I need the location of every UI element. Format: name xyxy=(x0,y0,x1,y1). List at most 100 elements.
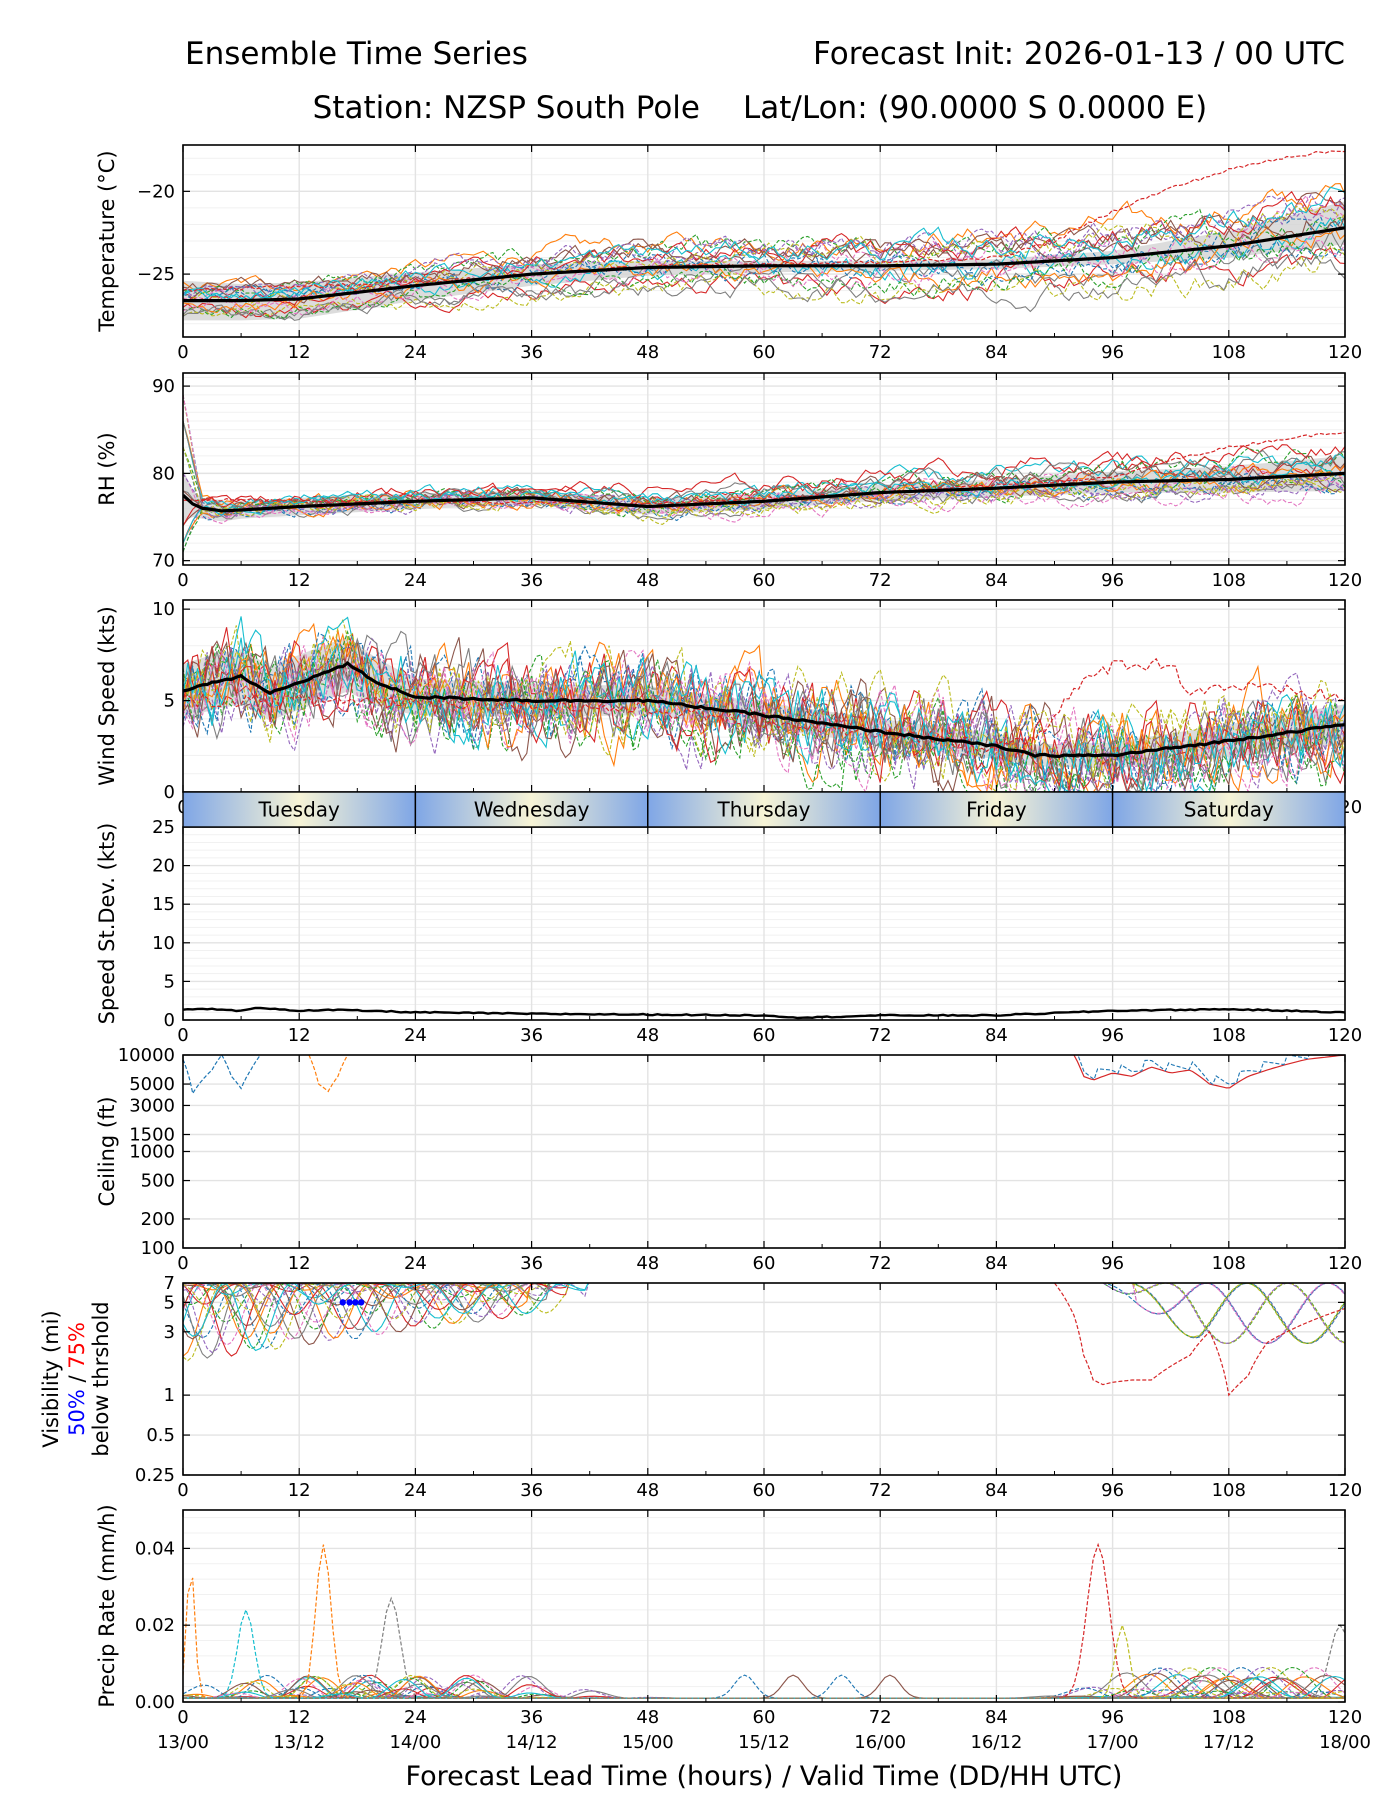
x-tick-label: 60 xyxy=(753,1025,776,1046)
x-tick-label: 12 xyxy=(288,342,311,363)
y-tick-label: 1500 xyxy=(129,1125,175,1146)
y-tick-label: 1 xyxy=(164,1385,175,1406)
y-tick-label: 0.00 xyxy=(135,1692,175,1713)
visibility-member-line xyxy=(183,1283,551,1339)
x-tick-label: 24 xyxy=(404,1253,427,1274)
x-tick-label: 108 xyxy=(1212,342,1246,363)
day-band-cell xyxy=(1111,791,1346,828)
y-tick-label: 0 xyxy=(164,1010,175,1031)
x-tick-label: 48 xyxy=(636,1253,659,1274)
y-tick-label: 70 xyxy=(152,551,175,572)
member-red-warm xyxy=(183,150,1345,293)
ensemble-spread-band xyxy=(183,201,1345,321)
y-tick-label: 500 xyxy=(141,1171,175,1192)
ensemble-member-line xyxy=(183,208,1345,298)
ensemble-mean-line xyxy=(183,471,1345,513)
ensemble-member-line xyxy=(183,461,1345,544)
ensemble-member-line xyxy=(183,186,1345,301)
y-tick-label: 200 xyxy=(141,1209,175,1230)
ensemble-member-line xyxy=(183,226,1345,314)
x-tick-label: 60 xyxy=(753,570,776,591)
member-red-fog xyxy=(1054,1283,1345,1397)
y-tick-label: 25 xyxy=(152,817,175,838)
member-red-moist xyxy=(183,432,1345,506)
x-tick-time-label: 15/12 xyxy=(738,1732,790,1753)
latlon-label: Lat/Lon: (90.0000 S 0.0000 E) xyxy=(743,90,1207,126)
threshold-50-label: 50% xyxy=(65,1389,89,1436)
x-tick-label: 24 xyxy=(404,1707,427,1728)
x-tick-label: 120 xyxy=(1328,1480,1362,1501)
panel-precip_rate: 0 12 24 36 48 60 72 84 96 108 120 0.00 0.02 0.04 Preci… xyxy=(95,1504,1371,1792)
ensemble-member-line xyxy=(183,640,1345,792)
y-tick-label: 10 xyxy=(152,599,175,620)
y-tick-label: 5 xyxy=(164,1292,175,1313)
x-tick-time-label: 14/00 xyxy=(389,1732,441,1753)
visibility-member-line xyxy=(183,1283,1345,1354)
x-tick-label: 120 xyxy=(1328,1253,1362,1274)
y-tick-label: 0.5 xyxy=(146,1425,175,1446)
y-tick-label: 0.04 xyxy=(135,1538,175,1559)
x-tick-label: 60 xyxy=(753,1480,776,1501)
day-band-label: Thursday xyxy=(717,798,811,822)
ensemble-member-line xyxy=(183,616,1345,792)
visibility-member-line xyxy=(183,1283,1345,1345)
panels: 0 12 24 36 48 60 72 84 96 108 120−20−25Temperature… xyxy=(39,144,1371,1792)
ensemble-member-line xyxy=(183,234,1345,317)
x-tick-label: 0 xyxy=(177,1707,188,1728)
ensemble-mean-line xyxy=(183,226,1345,303)
x-tick-label: 24 xyxy=(404,570,427,591)
x-tick-label: 24 xyxy=(404,342,427,363)
y-axis-label: Visibility (mi) xyxy=(39,1310,63,1447)
x-tick-label: 12 xyxy=(288,570,311,591)
ensemble-member-line xyxy=(183,645,1345,792)
member-red-gust xyxy=(183,657,1345,753)
x-tick-label: 36 xyxy=(520,1707,543,1728)
x-tick-label: 12 xyxy=(288,1480,311,1501)
ensemble-member-line xyxy=(183,194,1345,308)
visibility-member-line xyxy=(183,1283,532,1357)
day-band-cell xyxy=(182,791,417,828)
x-tick-label: 120 xyxy=(1328,570,1362,591)
below-50-marker xyxy=(352,1299,359,1306)
x-tick-label: 108 xyxy=(1212,570,1246,591)
y-tick-label: 80 xyxy=(152,463,175,484)
x-tick-label: 120 xyxy=(1328,1025,1362,1046)
panel-data xyxy=(183,150,1345,321)
threshold-75-label: 75% xyxy=(65,1322,89,1369)
ceiling-member-line xyxy=(1073,1055,1345,1089)
ensemble-member-line xyxy=(183,252,1345,321)
x-tick-label: 84 xyxy=(985,570,1008,591)
x-tick-label: 108 xyxy=(1212,1253,1246,1274)
y-tick-label: −20 xyxy=(137,181,175,202)
x-tick-label: 96 xyxy=(1101,570,1124,591)
x-tick-label: 60 xyxy=(753,1707,776,1728)
ensemble-member-line xyxy=(183,630,1345,792)
y-tick-label: 3 xyxy=(164,1322,175,1343)
x-tick-label: 60 xyxy=(753,1253,776,1274)
x-tick-time-label: 17/12 xyxy=(1203,1732,1255,1753)
visibility-member-line xyxy=(183,1283,1345,1350)
y-tick-label: 1000 xyxy=(129,1142,175,1163)
day-band-cell xyxy=(647,791,881,828)
x-tick-label: 84 xyxy=(985,1707,1008,1728)
x-tick-label: 108 xyxy=(1212,1480,1246,1501)
x-tick-label: 24 xyxy=(404,1025,427,1046)
x-tick-label: 24 xyxy=(404,1480,427,1501)
x-axis-label: Forecast Lead Time (hours) / Valid Time … xyxy=(406,1761,1123,1792)
x-tick-label: 36 xyxy=(520,1253,543,1274)
ensemble-member-line xyxy=(183,635,1345,792)
panel-data xyxy=(183,616,1345,792)
figure-title-right: Forecast Init: 2026-01-13 / 00 UTC xyxy=(813,36,1345,72)
panel-data xyxy=(183,1283,1345,1397)
x-tick-label: 0 xyxy=(177,1480,188,1501)
x-tick-label: 120 xyxy=(1328,342,1362,363)
y-tick-label: 0.02 xyxy=(135,1615,175,1636)
panel-data xyxy=(183,394,1345,553)
x-tick-label: 72 xyxy=(869,1707,892,1728)
ensemble-member-line xyxy=(183,618,1345,792)
panel-wind_speed: 012243648607284961081200510Wind Speed (k… xyxy=(95,599,1362,818)
x-tick-label: 48 xyxy=(636,1025,659,1046)
ensemble-member-line xyxy=(183,195,1345,297)
y-axis-label-thresholds: 50% / 75% xyxy=(65,1322,89,1436)
day-band-label: Tuesday xyxy=(258,798,341,822)
